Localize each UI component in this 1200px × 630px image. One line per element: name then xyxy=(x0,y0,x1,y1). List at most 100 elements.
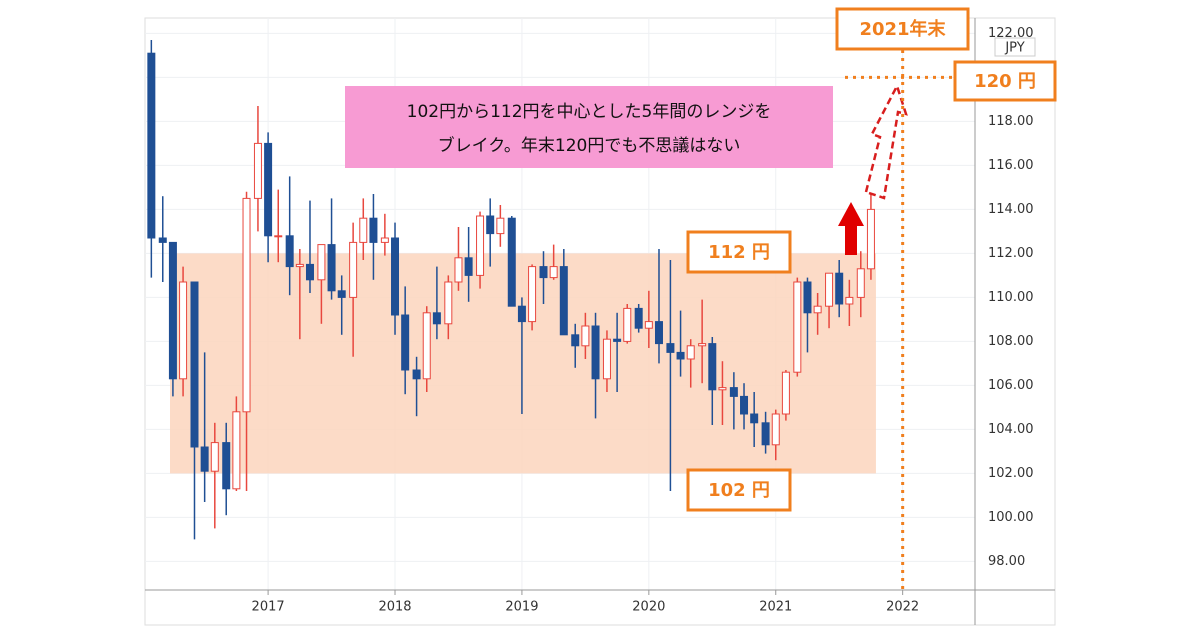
candle-body xyxy=(813,305,822,314)
y-tick-label: 98.00 xyxy=(988,554,1025,569)
candle-body xyxy=(464,257,473,276)
candle-body xyxy=(623,307,632,342)
candle-body xyxy=(740,395,749,415)
candle-body xyxy=(528,266,537,323)
candle-body xyxy=(317,244,326,281)
currency-box xyxy=(994,37,1036,57)
y-tick-label: 112.00 xyxy=(988,246,1034,261)
candle-body xyxy=(539,266,548,279)
x-tick-label: 2021 xyxy=(759,600,792,615)
candle-body xyxy=(222,442,231,490)
candle-body xyxy=(793,281,802,373)
candle-body xyxy=(210,442,219,472)
candle-body xyxy=(147,52,156,239)
candle-body xyxy=(412,369,421,380)
annotations: 2021年末 120 円 112 円 102 円 xyxy=(686,7,1057,590)
x-tick-label: 2018 xyxy=(378,600,411,615)
range-high-label-box xyxy=(686,230,792,274)
range-low-label: 102 円 xyxy=(708,480,770,501)
ticks: 98.00 100.00 102.00 104.00 106.00 108.00 110.0… xyxy=(252,26,1034,615)
candle-body xyxy=(761,422,770,446)
candle-body xyxy=(232,411,241,490)
candle-body xyxy=(253,142,262,199)
candle-body xyxy=(591,325,600,380)
candle-body xyxy=(559,266,568,336)
y-tick-label: 116.00 xyxy=(988,158,1034,173)
candle-body xyxy=(305,263,314,281)
candle-body xyxy=(825,272,834,307)
candle-body xyxy=(613,338,622,342)
target-label: 120 円 xyxy=(974,71,1036,92)
candle-body xyxy=(454,257,463,283)
y-tick-label: 106.00 xyxy=(988,378,1034,393)
candle-body xyxy=(432,312,441,325)
candle-body xyxy=(285,235,294,268)
candle-body xyxy=(369,217,378,243)
candle-body xyxy=(507,217,516,307)
candle-body xyxy=(803,281,812,314)
callout-box xyxy=(345,86,833,168)
x-tick-label: 2019 xyxy=(505,600,538,615)
candle-body xyxy=(781,371,790,415)
x-tick-label: 2017 xyxy=(252,600,285,615)
candle-body xyxy=(708,343,717,391)
candle-body xyxy=(676,351,685,360)
candle-body xyxy=(581,325,590,347)
candle-body xyxy=(666,343,675,353)
candle-body xyxy=(264,142,273,237)
candle-body xyxy=(517,305,526,323)
candle-body xyxy=(750,413,759,424)
y-tick-label: 102.00 xyxy=(988,466,1034,481)
candle-body xyxy=(168,241,177,380)
x-tick-label: 2020 xyxy=(632,600,665,615)
candle-body xyxy=(634,307,643,329)
candle-body xyxy=(200,446,209,472)
candle-body xyxy=(866,208,875,270)
candle-body xyxy=(771,413,780,446)
candle-body xyxy=(602,338,611,380)
callout-line: ブレイク。年末120円でも不思議はない xyxy=(438,135,741,156)
candle-body xyxy=(686,345,695,360)
range-low-label-box xyxy=(686,468,792,512)
y-tick-label: 108.00 xyxy=(988,334,1034,349)
candles xyxy=(147,40,875,540)
candle-body xyxy=(571,334,580,347)
candle-body xyxy=(349,241,358,298)
candle-body xyxy=(391,237,400,316)
candle-body xyxy=(380,237,389,243)
y-tick-label: 114.00 xyxy=(988,202,1034,217)
candle-body xyxy=(476,215,485,276)
candle-body xyxy=(274,235,283,238)
candle-body xyxy=(359,217,368,243)
range-band xyxy=(170,253,876,474)
candle-body xyxy=(856,268,865,298)
candle-body xyxy=(654,321,663,345)
candle-body xyxy=(158,237,167,243)
candle-body xyxy=(486,215,495,235)
candle-body xyxy=(718,387,727,391)
candle-body xyxy=(698,343,707,347)
target-x-label: 2021年末 xyxy=(859,18,946,40)
y-tick-label: 100.00 xyxy=(988,510,1034,525)
y-tick-label: 110.00 xyxy=(988,290,1034,305)
y-tick-label: 104.00 xyxy=(988,422,1034,437)
currency: JPY xyxy=(1004,41,1024,56)
range-high-label: 112 円 xyxy=(708,242,770,263)
target-x-label-box xyxy=(835,7,970,51)
candle-body xyxy=(190,281,199,448)
target-label-box xyxy=(953,60,1057,102)
candle-body xyxy=(337,290,346,298)
candle-body xyxy=(644,321,653,329)
candle-body xyxy=(242,197,251,413)
candle-body xyxy=(496,217,505,235)
candle-body xyxy=(422,312,431,380)
y-tick-label: 122.00 xyxy=(988,26,1034,41)
candle-body xyxy=(835,272,844,305)
candle-body xyxy=(295,263,304,268)
candle-body xyxy=(549,266,558,279)
candle-body xyxy=(444,281,453,325)
callout-line: 102円から112円を中心とした5年間のレンジを xyxy=(407,102,772,122)
candle-body xyxy=(327,244,336,292)
candle-body xyxy=(401,314,410,371)
